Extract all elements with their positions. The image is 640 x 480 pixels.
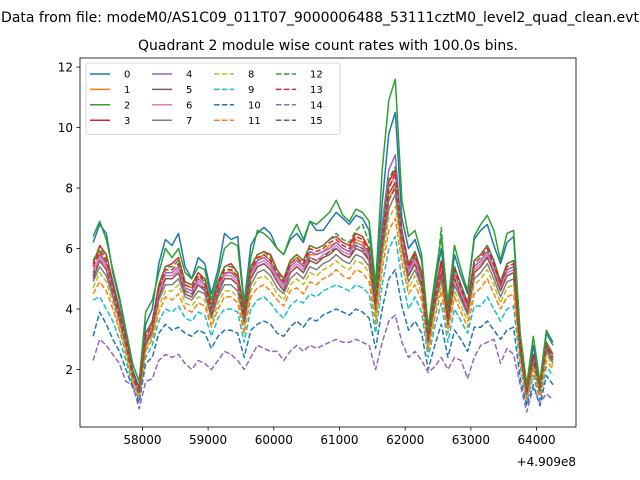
chart-title: Quadrant 2 module wise count rates with … <box>138 38 518 54</box>
series-line-4 <box>92 154 554 395</box>
y-axis: 2 4 6 8 10 12 <box>58 61 80 377</box>
legend-label-9: 9 <box>248 85 254 96</box>
series-line-15 <box>92 187 554 395</box>
legend-label-3: 3 <box>124 116 130 127</box>
y-tick-label: 2 <box>65 363 73 377</box>
y-tick-label: 10 <box>58 121 73 135</box>
legend-frame <box>85 62 341 135</box>
y-tick-label: 12 <box>58 61 73 75</box>
legend-label-5: 5 <box>186 85 192 96</box>
legend-label-6: 6 <box>186 100 192 111</box>
legend-label-14: 14 <box>310 100 323 111</box>
series-line-12 <box>92 166 554 392</box>
series-line-0 <box>92 111 554 392</box>
x-tick-label: 60000 <box>255 433 293 447</box>
x-tick-label: 62000 <box>386 433 424 447</box>
series-line-11 <box>92 217 554 401</box>
series-layer <box>92 78 554 413</box>
series-line-10 <box>92 268 554 407</box>
legend-label-7: 7 <box>186 116 192 127</box>
legend-label-8: 8 <box>248 70 254 81</box>
x-tick-label: 61000 <box>320 433 358 447</box>
series-line-13 <box>92 172 554 395</box>
x-tick-label: 64000 <box>517 433 555 447</box>
legend-label-13: 13 <box>310 85 323 96</box>
legend-label-11: 11 <box>248 116 261 127</box>
x-axis: 58000 59000 60000 61000 62000 63000 64000 <box>123 427 556 447</box>
legend-label-2: 2 <box>124 100 130 111</box>
y-tick-label: 4 <box>65 303 73 317</box>
series-line-9 <box>92 235 554 404</box>
chart-suptitle: Data from file: modeM0/AS1C09_011T07_900… <box>1 10 639 26</box>
x-tick-label: 59000 <box>189 433 227 447</box>
legend-label-10: 10 <box>248 100 261 111</box>
legend-label-0: 0 <box>124 70 130 81</box>
series-line-14 <box>92 314 554 413</box>
legend-label-12: 12 <box>310 70 323 81</box>
y-tick-label: 8 <box>65 182 73 196</box>
x-tick-label: 58000 <box>123 433 161 447</box>
legend-label-4: 4 <box>186 70 192 81</box>
plot-frame <box>79 57 577 428</box>
legend-label-15: 15 <box>310 116 323 127</box>
y-tick-label: 6 <box>65 242 73 256</box>
series-line-2 <box>92 78 554 386</box>
series-line-8 <box>92 205 554 398</box>
x-offset-label: +4.909e8 <box>517 455 576 469</box>
series-line-6 <box>92 175 554 395</box>
legend-label-1: 1 <box>124 85 130 96</box>
x-tick-label: 63000 <box>452 433 490 447</box>
series-line-7 <box>92 193 554 398</box>
